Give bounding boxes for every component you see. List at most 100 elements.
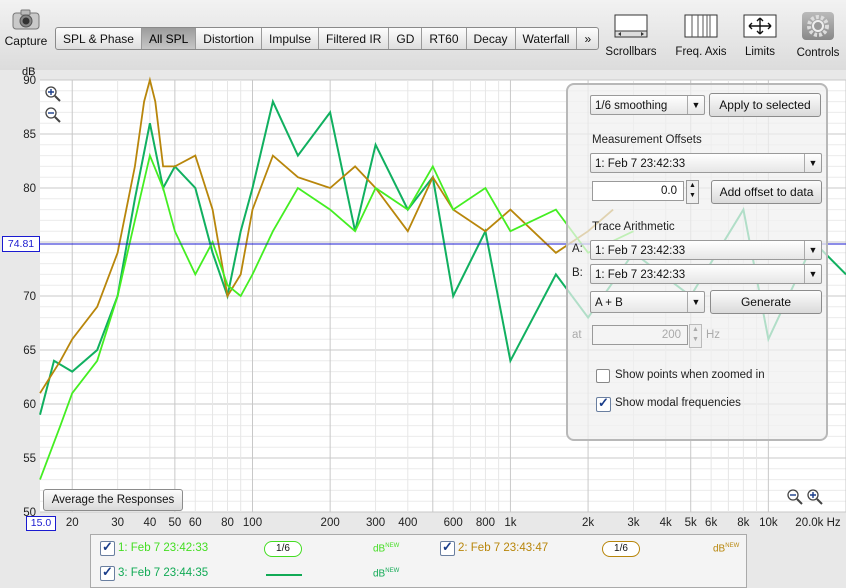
offset-stepper[interactable]: ▲ ▼ (686, 180, 699, 204)
trace-2 (39, 76, 614, 394)
x-start-label: 15.0 (26, 516, 56, 531)
at-label: at (572, 329, 582, 341)
tab-8[interactable]: Waterfall (516, 28, 578, 49)
controls-panel: 1/6 smoothing ▼ Apply to selected Measur… (566, 83, 828, 441)
tab-7[interactable]: Decay (467, 28, 516, 49)
trace-arithmetic-label: Trace Arithmetic (592, 221, 675, 233)
legend-3-label[interactable]: 3: Feb 7 23:44:35 (118, 567, 209, 579)
zoom-out-x-icon[interactable] (786, 488, 804, 509)
legend-3-units-text: dB (373, 568, 386, 580)
tab-0[interactable]: SPL & Phase (56, 28, 142, 49)
x-tick-label: 30 (111, 517, 124, 529)
x-tick-label: 4k (660, 517, 672, 529)
trace-b-value: 1: Feb 7 23:42:33 (595, 269, 686, 281)
x-tick-label: 2k (582, 517, 594, 529)
y-tick-label: 80 (23, 183, 36, 195)
apply-to-selected-button[interactable]: Apply to selected (709, 93, 821, 117)
tab-5[interactable]: GD (389, 28, 423, 49)
x-tick-label: 300 (366, 517, 385, 529)
y-tick-label: 55 (23, 453, 36, 465)
x-tick-label: 8k (737, 517, 749, 529)
tab-3[interactable]: Impulse (262, 28, 320, 49)
offset-measurement-value: 1: Feb 7 23:42:33 (595, 158, 686, 170)
x-tick-label: 50 (168, 517, 181, 529)
zoom-out-y-icon[interactable] (44, 106, 62, 127)
capture-label: Capture (4, 34, 48, 48)
trace-a-select[interactable]: 1: Feb 7 23:42:33 ▼ (590, 240, 822, 260)
b-label: B: (572, 267, 583, 279)
hz-label: Hz (706, 329, 721, 341)
offset-value-input[interactable]: 0.0 (592, 181, 684, 201)
a-label: A: (572, 243, 583, 255)
x-tick-label: 5k (685, 517, 697, 529)
tab-9[interactable]: » (584, 32, 592, 46)
y-tick-label: 60 (23, 399, 36, 411)
smoothing-select[interactable]: 1/6 smoothing ▼ (590, 95, 705, 115)
y-tick-label: 85 (23, 129, 36, 141)
x-tick-label: 6k (705, 517, 717, 529)
freq-axis-icon (670, 14, 732, 41)
zoom-in-y-icon[interactable] (44, 85, 62, 106)
operation-value: A + B (595, 297, 623, 309)
show-modal-checkbox[interactable] (596, 395, 611, 412)
show-modal-label: Show modal frequencies (615, 397, 741, 409)
at-frequency-stepper[interactable]: ▲ ▼ (689, 324, 702, 348)
smoothing-value: 1/6 smoothing (595, 100, 668, 112)
limits-icon (736, 14, 784, 41)
scrollbars-label: Scrollbars (605, 46, 657, 58)
legend-3-units[interactable]: dBNEW (373, 568, 399, 579)
limits-button[interactable]: Limits (736, 14, 784, 58)
legend-1-checkbox[interactable] (100, 539, 115, 556)
x-tick-label: 200 (321, 517, 340, 529)
x-tick-label: 20 (66, 517, 79, 529)
legend-1-label[interactable]: 1: Feb 7 23:42:33 (118, 542, 209, 554)
at-frequency-input[interactable]: 200 (592, 325, 688, 345)
freq-axis-label: Freq. Axis (675, 46, 727, 58)
trace-a-value: 1: Feb 7 23:42:33 (595, 245, 686, 257)
x-tick-label: 1k (504, 517, 516, 529)
add-offset-button[interactable]: Add offset to data (711, 180, 822, 204)
legend-1-smoothing-badge[interactable]: 1/6 (264, 541, 302, 557)
x-tick-label: 100 (243, 517, 262, 529)
legend-1-units-text: dB (373, 543, 386, 555)
legend-1-units[interactable]: dBNEW (373, 543, 399, 554)
x-tick-label: 60 (189, 517, 202, 529)
trace-b-select[interactable]: 1: Feb 7 23:42:33 ▼ (590, 264, 822, 284)
legend-2-smoothing-badge[interactable]: 1/6 (602, 541, 640, 557)
tab-1[interactable]: All SPL (141, 28, 197, 49)
measurement-offsets-label: Measurement Offsets (592, 134, 702, 146)
freq-axis-button[interactable]: Freq. Axis (670, 14, 732, 58)
capture-button[interactable]: Capture (3, 8, 49, 48)
show-points-label: Show points when zoomed in (615, 369, 765, 381)
zoom-in-x-icon[interactable] (806, 488, 824, 509)
legend-2-checkbox[interactable] (440, 539, 455, 556)
trace-1 (39, 152, 634, 480)
legend-2-units[interactable]: dBNEW (713, 543, 739, 554)
average-responses-button[interactable]: Average the Responses (43, 489, 183, 511)
legend-3-line-sample (266, 574, 302, 576)
x-tick-label: 20.0k Hz (795, 517, 841, 529)
x-tick-label: 400 (398, 517, 417, 529)
operation-select[interactable]: A + B ▼ (590, 291, 705, 313)
x-tick-label: 3k (627, 517, 639, 529)
y-tick-label: 90 (23, 75, 36, 87)
generate-button[interactable]: Generate (710, 290, 822, 314)
chevron-down-icon: ▼ (804, 241, 821, 259)
controls-button[interactable]: Controls (792, 12, 844, 59)
legend-2-label[interactable]: 2: Feb 7 23:43:47 (458, 542, 549, 554)
legend-3-checkbox[interactable] (100, 564, 115, 581)
legend-2-new-tag: NEW (725, 543, 740, 549)
legend-2-units-text: dB (713, 543, 726, 555)
tab-6[interactable]: RT60 (422, 28, 467, 49)
view-tabs: SPL & Phase All SPL Distortion Impulse Filte… (55, 27, 600, 50)
cursor-value-label: 74.81 (2, 236, 40, 252)
tab-2[interactable]: Distortion (196, 28, 262, 49)
toolbar: Capture SPL & Phase All SPL Distortion Impu… (0, 0, 846, 70)
tab-4[interactable]: Filtered IR (319, 28, 390, 49)
chevron-down-icon: ▼ (687, 96, 704, 114)
x-tick-label: 10k (759, 517, 778, 529)
show-points-checkbox[interactable] (596, 369, 610, 383)
legend: 1: Feb 7 23:42:33 1/6 dBNEW 2: Feb 7 23:… (90, 534, 747, 588)
scrollbars-button[interactable]: Scrollbars (600, 14, 662, 58)
offset-measurement-select[interactable]: 1: Feb 7 23:42:33 ▼ (590, 153, 822, 173)
